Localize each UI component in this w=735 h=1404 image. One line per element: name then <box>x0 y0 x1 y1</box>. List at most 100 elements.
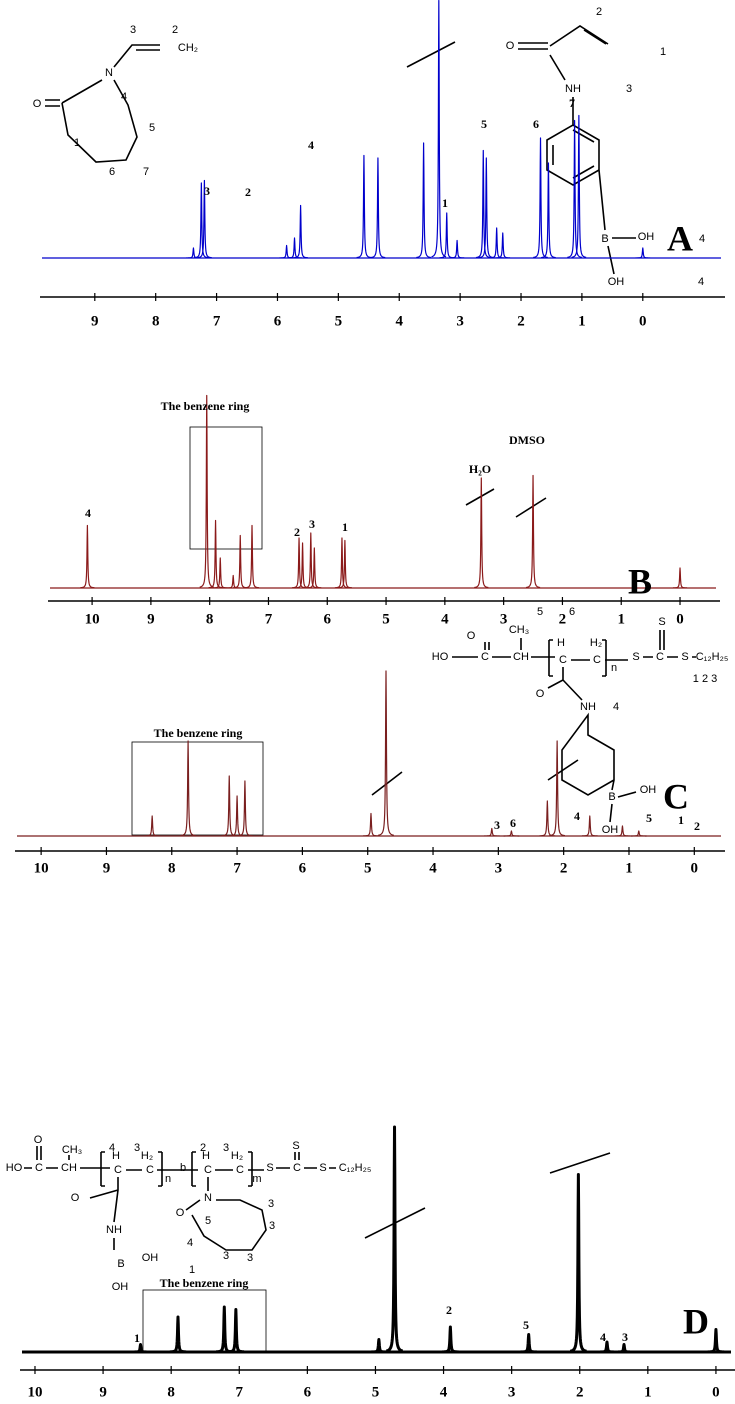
x-tick-label: 0 <box>691 860 699 876</box>
x-tick-label: 6 <box>324 611 332 627</box>
structure-label: O <box>536 688 545 700</box>
x-tick-label: 9 <box>103 860 111 876</box>
peak <box>581 815 598 837</box>
structure-label: OH <box>112 1281 129 1293</box>
structure-label: CH₂ <box>178 42 198 54</box>
structure-label: NH <box>106 1224 122 1236</box>
peak <box>385 1125 404 1353</box>
structure-label: 5 <box>205 1215 211 1227</box>
structure-label: HO <box>432 651 449 663</box>
x-tick-label: 5 <box>335 313 343 329</box>
highlight-box <box>142 1289 267 1353</box>
peak <box>571 114 587 258</box>
peak-label: 2 <box>245 185 251 199</box>
x-tick-label: 3 <box>495 860 503 876</box>
structure-label: m <box>252 1173 261 1185</box>
structure-label: 1 <box>189 1264 195 1276</box>
x-tick-label: 1 <box>644 1384 652 1400</box>
structure-label: O <box>71 1192 80 1204</box>
structure-label: 5 <box>537 606 543 618</box>
structure-label: C <box>481 651 489 663</box>
x-tick-label: 7 <box>233 860 241 876</box>
structure-label: HO <box>6 1162 23 1174</box>
x-tick-label: 3 <box>456 313 464 329</box>
structure-label: B <box>117 1258 124 1270</box>
peak <box>614 1343 634 1354</box>
structure-label: OH <box>608 276 625 288</box>
peak <box>131 1343 150 1354</box>
structure-label: NH <box>565 83 581 95</box>
structure-label: 4 <box>698 276 704 288</box>
structure-label: 1 <box>74 137 80 149</box>
peak <box>212 557 228 589</box>
structure-label: H <box>112 1150 120 1162</box>
structure-label: 4 <box>109 1142 115 1154</box>
structure-label: O <box>176 1207 185 1219</box>
peak <box>303 532 319 589</box>
peak <box>221 775 238 837</box>
peak <box>199 394 215 588</box>
peak <box>635 247 651 259</box>
x-tick-label: 6 <box>274 313 282 329</box>
structure-label: O <box>34 1134 43 1146</box>
x-tick-label: 4 <box>429 860 437 876</box>
peak <box>369 1338 389 1354</box>
peak <box>79 524 95 589</box>
peak-label: 6 <box>533 117 539 131</box>
structure-label: H₂ <box>231 1150 243 1162</box>
x-tick-label: 5 <box>372 1384 380 1400</box>
structure-label: C <box>293 1162 301 1174</box>
peak-label: 6 <box>510 816 516 830</box>
structure-label: C <box>559 654 567 666</box>
peak <box>362 812 380 837</box>
structure-label: 3 <box>134 1142 140 1154</box>
panel-label: D <box>683 1301 709 1341</box>
x-tick-label: 2 <box>517 313 525 329</box>
x-tick-label: 1 <box>578 313 586 329</box>
structure-label: B <box>608 791 615 803</box>
annotation: The benzene ring <box>160 1276 249 1290</box>
peak-label: 1 <box>442 196 448 210</box>
peak <box>356 154 372 259</box>
structure-label: H₂ <box>141 1150 153 1162</box>
x-tick-label: 8 <box>152 313 160 329</box>
peak <box>236 780 254 837</box>
structure-label: C₁₂H₂₅ <box>696 651 729 663</box>
structure-label: OH <box>640 784 657 796</box>
peak <box>548 740 566 837</box>
peak <box>478 157 494 259</box>
peak <box>672 567 688 589</box>
structure-label: OH <box>638 231 655 243</box>
bond <box>24 1146 336 1251</box>
structure-label: 3 <box>269 1220 275 1232</box>
structure-label: 3 <box>268 1198 274 1210</box>
peak-label: 4 <box>308 138 314 152</box>
x-tick-label: 0 <box>676 611 684 627</box>
structure-label: 6 <box>109 166 115 178</box>
peak-label: 1 <box>678 813 684 827</box>
peak-label: 4 <box>600 1330 606 1344</box>
structure-label: H₂ <box>590 637 602 649</box>
structure-label: 4 <box>187 1237 193 1249</box>
peak-label: 3 <box>204 184 210 198</box>
peak <box>440 1325 460 1354</box>
structure-label: C <box>35 1162 43 1174</box>
peak <box>225 574 241 589</box>
x-tick-label: 3 <box>500 611 508 627</box>
structure-label: S <box>319 1162 326 1174</box>
x-tick-label: 4 <box>395 313 403 329</box>
structure-label: CH₃ <box>62 1144 82 1156</box>
peak-label: 3 <box>494 818 500 832</box>
structure-label: 3 <box>626 83 632 95</box>
peak <box>475 149 491 259</box>
peak-label: 3 <box>309 517 315 531</box>
structure-label: O <box>33 98 42 110</box>
x-tick-label: 0 <box>639 313 647 329</box>
structure-label: H <box>202 1150 210 1162</box>
structure-label: O <box>467 630 476 642</box>
peak <box>483 827 500 837</box>
bond <box>452 630 696 823</box>
peak <box>228 795 246 837</box>
boxes <box>131 426 267 1353</box>
peak-label: 2 <box>694 819 700 833</box>
